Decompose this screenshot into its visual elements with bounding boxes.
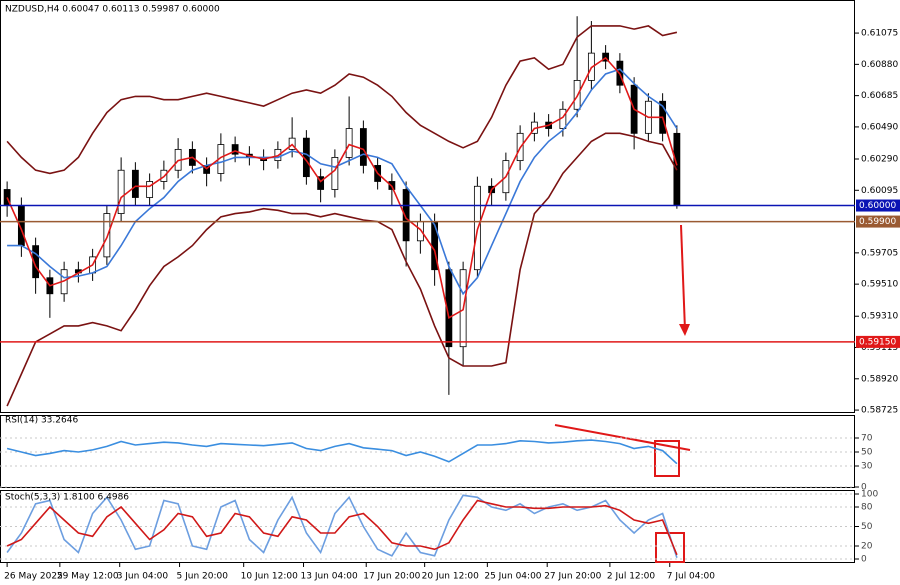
candle-body xyxy=(359,128,367,166)
x-tick-label: 27 Jun 20:00 xyxy=(544,572,601,582)
level-label-box xyxy=(856,215,900,228)
rsi-highlight-box xyxy=(654,440,680,477)
y-tick-label: 0 xyxy=(861,555,867,565)
candle-body xyxy=(345,128,353,158)
candle-body xyxy=(117,169,125,214)
x-tick-label: 3 Jun 04:00 xyxy=(117,572,169,582)
plot-layer: 0.61075 0.60880 0.60685 0.60490 0.60290 0.600… xyxy=(0,5,900,582)
y-tick-label: 70 xyxy=(861,434,873,444)
x-tick-label: 5 Jun 20:00 xyxy=(177,572,229,582)
main-frame xyxy=(0,0,855,413)
series-line xyxy=(6,439,678,465)
level-label-box xyxy=(856,335,900,348)
x-tick-label: 2 Jul 12:00 xyxy=(607,572,656,582)
x-tick-label: 26 May 2025 xyxy=(4,572,63,582)
panel-title: RSI(14) 33.2646 xyxy=(5,416,78,426)
y-tick-label: 20 xyxy=(861,542,873,552)
candle-body xyxy=(402,189,410,242)
series-line xyxy=(7,68,678,296)
candle-body xyxy=(131,169,139,198)
y-tick-label: 100 xyxy=(861,490,878,500)
y-tick-label: 0 xyxy=(861,483,867,493)
y-tick-label: 0.60490 xyxy=(861,122,898,132)
x-tick-label: 13 Jun 04:00 xyxy=(301,572,358,582)
series-line xyxy=(6,499,678,556)
panel-title: NZDUSD,H4 0.60047 0.60113 0.59987 0.6000… xyxy=(5,5,220,15)
candle-body xyxy=(445,269,453,348)
level-label: 0.59900 xyxy=(859,217,896,227)
y-tick-label: 50 xyxy=(861,522,873,532)
y-tick-label: 0.59115 xyxy=(861,343,898,353)
y-tick-label: 50 xyxy=(861,448,873,458)
candle-body xyxy=(317,176,325,190)
rsi-trendline xyxy=(554,424,691,451)
arrow-head xyxy=(679,324,690,336)
y-tick-label: 0.60290 xyxy=(861,155,898,165)
y-tick-label: 0.60685 xyxy=(861,91,898,101)
y-tick-label: 0.58920 xyxy=(861,374,898,384)
x-tick-label: 25 Jun 04:00 xyxy=(484,572,541,582)
y-tick-label: 0.60880 xyxy=(861,60,898,70)
y-tick-label: 30 xyxy=(861,462,873,472)
x-tick-label: 10 Jun 12:00 xyxy=(241,572,298,582)
y-tick-label: 0.59310 xyxy=(861,312,898,322)
y-tick-label: 0.60095 xyxy=(861,186,898,196)
candle-body xyxy=(32,245,40,279)
candle-body xyxy=(231,144,239,155)
y-tick-label: 0.59705 xyxy=(861,248,898,258)
candle-body xyxy=(103,213,111,258)
x-tick-label: 17 Jun 20:00 xyxy=(363,572,420,582)
panel-title: Stoch(5,3,3) 1.8100 6.4986 xyxy=(5,493,129,503)
y-tick-label: 0.61075 xyxy=(861,29,898,39)
x-tick-label: 29 May 12:00 xyxy=(57,572,119,582)
stoch-highlight-box xyxy=(655,532,685,563)
level-label: 0.59150 xyxy=(859,337,896,347)
y-tick-label: 0.58725 xyxy=(861,406,898,416)
level-label-box xyxy=(856,199,900,212)
series-line xyxy=(6,132,678,407)
series-line xyxy=(6,56,678,320)
level-label: 0.60000 xyxy=(859,201,896,211)
series-line xyxy=(6,494,678,559)
y-tick-label: 0.59510 xyxy=(861,280,898,290)
y-tick-label: 80 xyxy=(861,503,873,513)
candle-body xyxy=(146,181,154,198)
x-tick-label: 20 Jun 12:00 xyxy=(422,572,479,582)
x-tick-label: 7 Jul 04:00 xyxy=(667,572,716,582)
series-line xyxy=(6,25,678,175)
candle-body xyxy=(331,157,339,190)
arrow-shaft xyxy=(680,224,686,331)
candle-body xyxy=(416,221,424,242)
